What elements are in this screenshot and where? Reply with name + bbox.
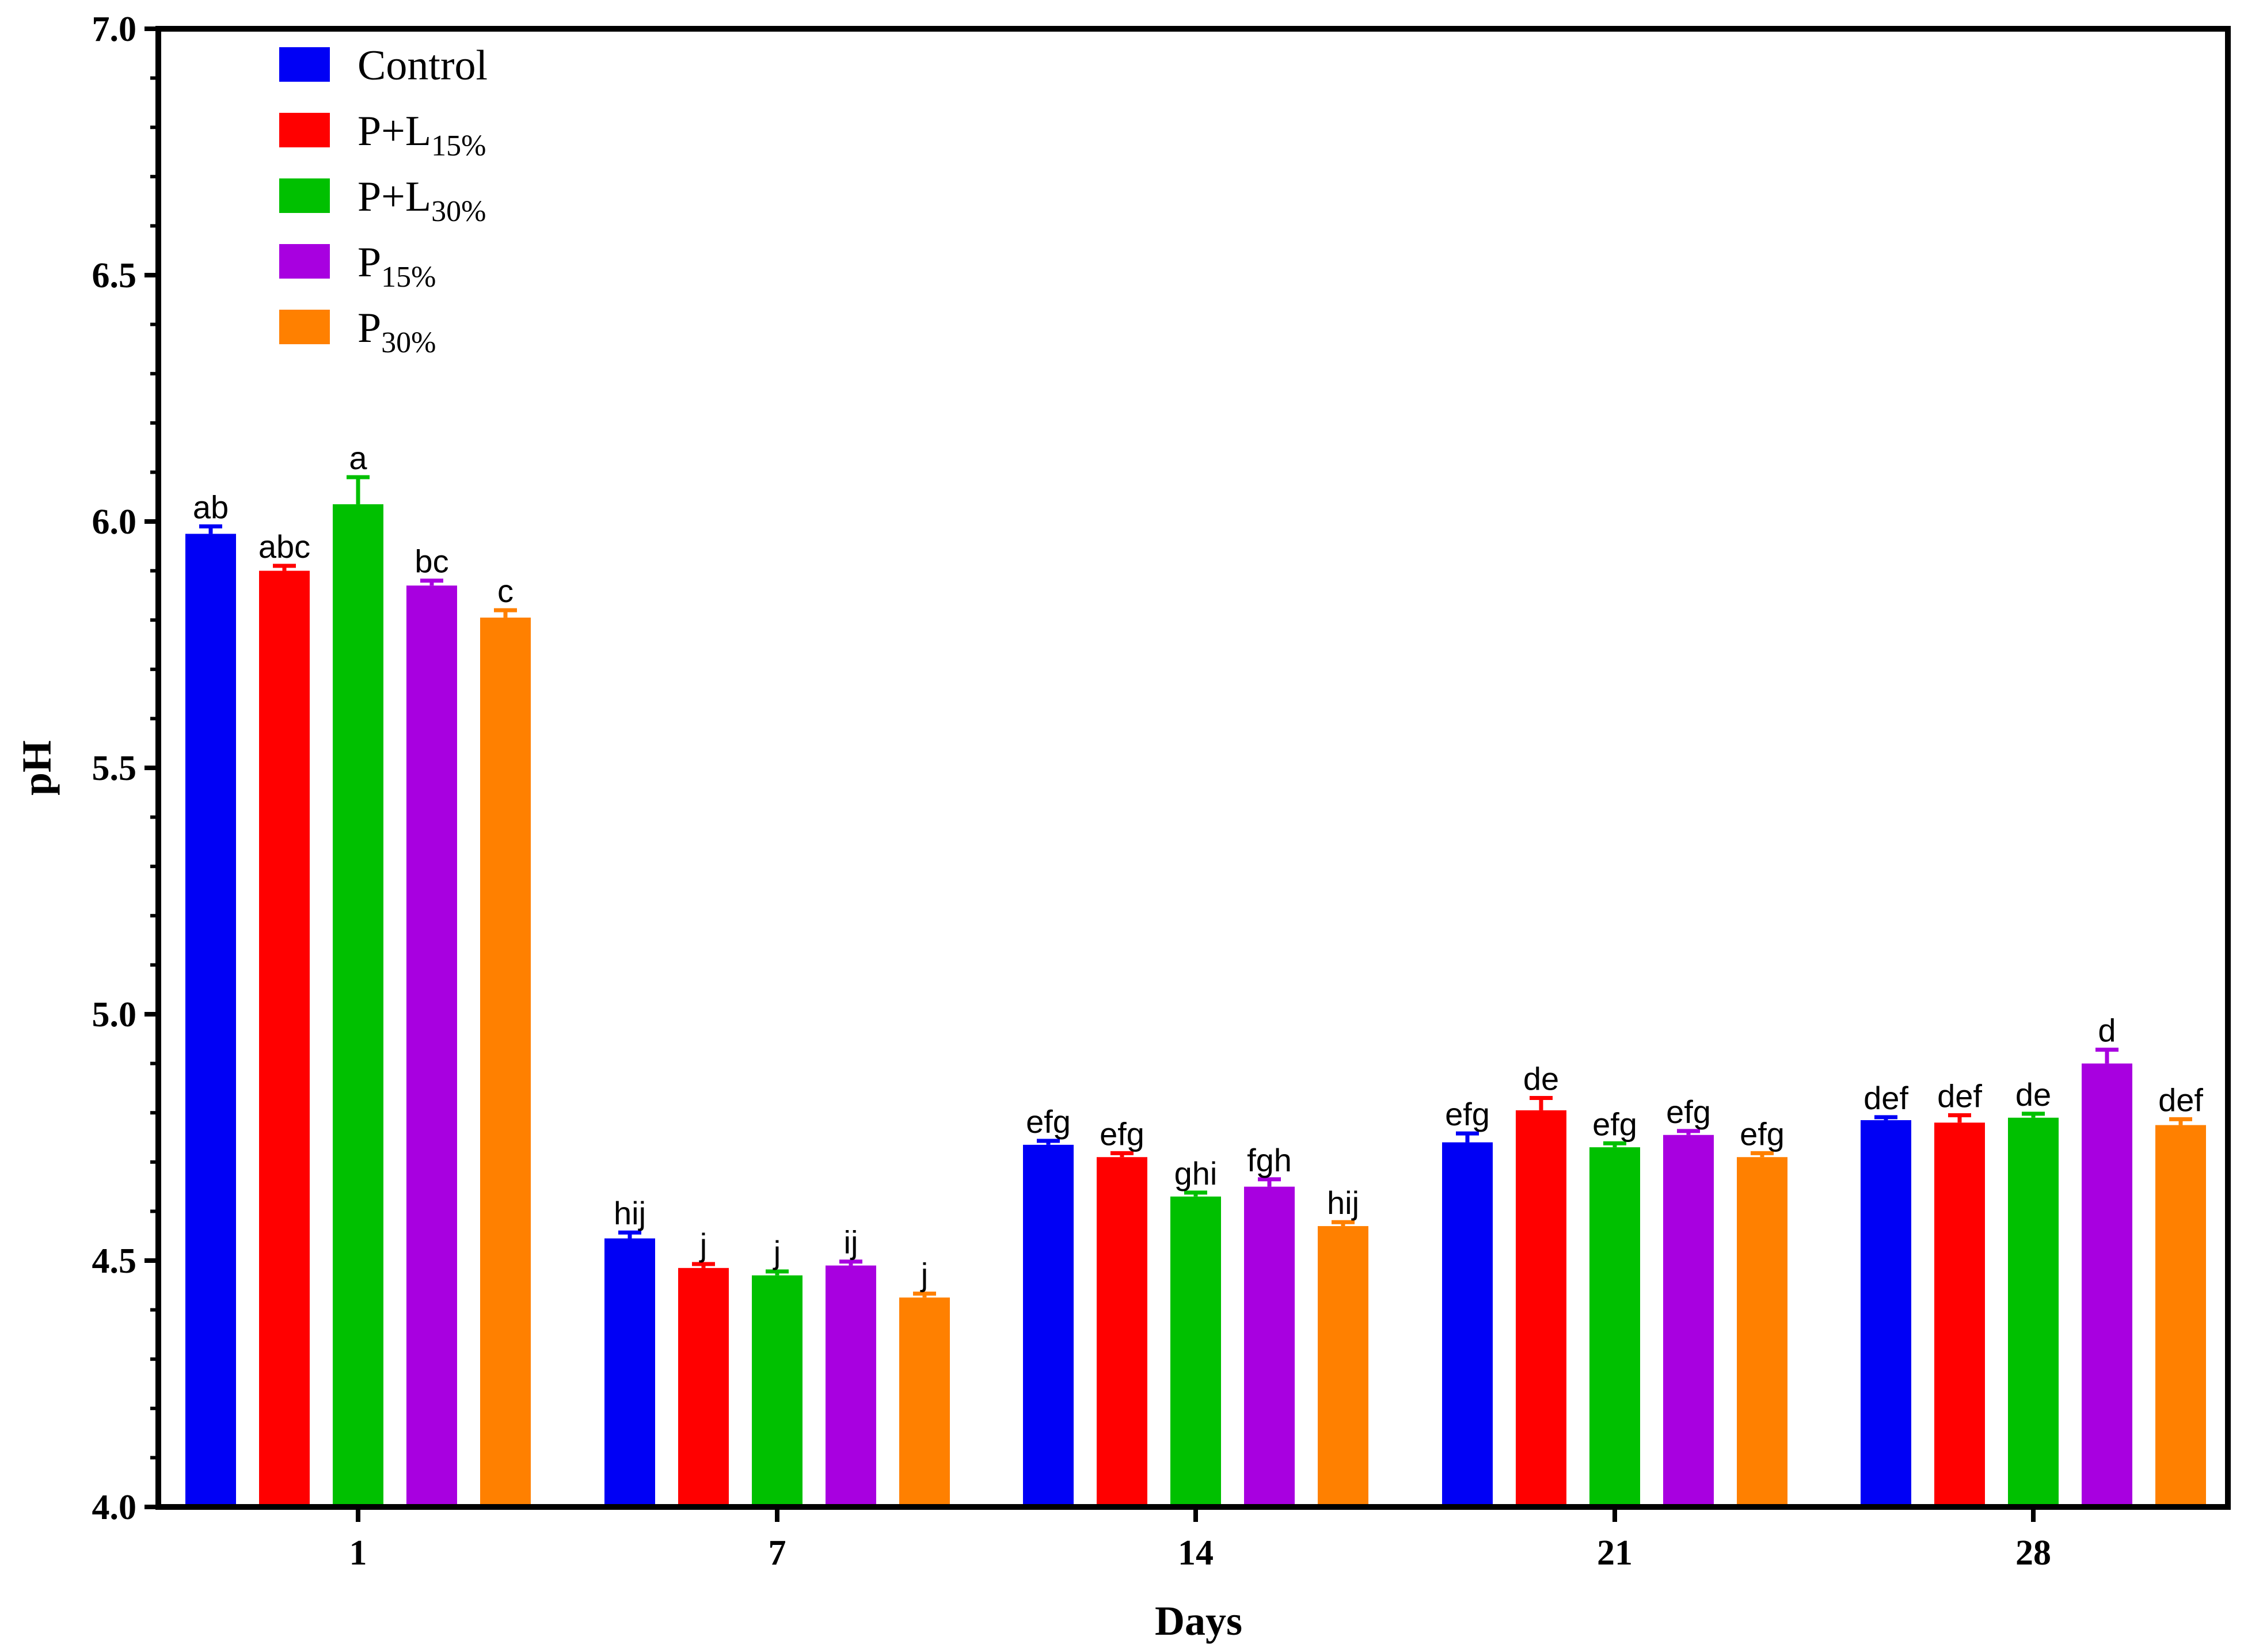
legend-swatch bbox=[279, 113, 330, 147]
legend-label-subscript: 15% bbox=[381, 261, 436, 294]
significance-label: j bbox=[920, 1256, 928, 1292]
legend-label: P15% bbox=[357, 239, 436, 294]
legend-label-main: P bbox=[357, 239, 381, 286]
bar bbox=[1244, 1186, 1295, 1507]
legend-label: P+L15% bbox=[357, 108, 486, 162]
legend-swatch bbox=[279, 178, 330, 213]
y-tick-label: 7.0 bbox=[92, 10, 137, 49]
legend-label: P30% bbox=[357, 304, 436, 359]
bars-layer bbox=[185, 504, 2206, 1507]
legend-label-main: P bbox=[357, 304, 381, 352]
legend-label-subscript: 15% bbox=[431, 130, 486, 162]
significance-label: a bbox=[349, 440, 367, 476]
legend-label-subscript: 30% bbox=[431, 195, 486, 228]
y-axis-title: pH bbox=[14, 740, 60, 795]
bar bbox=[185, 534, 236, 1507]
significance-label: efg bbox=[1445, 1096, 1490, 1132]
legend-label-main: P+L bbox=[357, 173, 431, 220]
bar bbox=[678, 1267, 729, 1507]
legend-swatch bbox=[279, 47, 330, 82]
significance-label: bc bbox=[414, 543, 448, 580]
y-tick-label: 6.0 bbox=[92, 503, 137, 542]
significance-label: def bbox=[2158, 1082, 2203, 1118]
legend-label: Control bbox=[357, 42, 488, 89]
bar bbox=[2155, 1125, 2206, 1507]
bar bbox=[333, 504, 383, 1507]
significance-label: abc bbox=[258, 528, 310, 565]
bar bbox=[1170, 1196, 1221, 1507]
y-tick-label: 6.5 bbox=[92, 256, 137, 295]
bar bbox=[259, 570, 310, 1507]
significance-label: ghi bbox=[1174, 1155, 1218, 1192]
bar bbox=[406, 585, 457, 1507]
y-tick-label: 5.0 bbox=[92, 995, 137, 1034]
significance-label: ij bbox=[844, 1224, 858, 1261]
x-tick-label: 14 bbox=[1178, 1533, 1214, 1573]
legend-item: P+L30% bbox=[279, 173, 486, 228]
legend-label-subscript: 30% bbox=[381, 326, 436, 359]
significance-label: de bbox=[2015, 1076, 2051, 1113]
significance-label: efg bbox=[1100, 1116, 1144, 1152]
x-axis-title: Days bbox=[1155, 1598, 1242, 1644]
significance-label: fgh bbox=[1247, 1142, 1292, 1178]
bar bbox=[1589, 1147, 1640, 1507]
significance-label: def bbox=[1863, 1080, 1908, 1116]
y-tick-label: 5.5 bbox=[92, 749, 137, 788]
x-tick-label: 7 bbox=[769, 1533, 786, 1573]
significance-label: d bbox=[2098, 1012, 2116, 1049]
legend-label-main: Control bbox=[357, 42, 488, 89]
bar bbox=[2008, 1117, 2059, 1507]
x-tick-label: 28 bbox=[2015, 1533, 2051, 1573]
bar bbox=[1663, 1135, 1714, 1507]
bar bbox=[1023, 1144, 1074, 1507]
significance-label: j bbox=[773, 1234, 781, 1270]
bar bbox=[604, 1238, 655, 1507]
bar bbox=[899, 1297, 950, 1507]
bar bbox=[1318, 1226, 1368, 1507]
x-axis-ticks: 1 7 14 21 28 bbox=[349, 1507, 2051, 1573]
significance-label: de bbox=[1523, 1061, 1559, 1097]
legend-swatch bbox=[279, 244, 330, 279]
significance-label: ab bbox=[193, 489, 229, 526]
y-tick-label: 4.5 bbox=[92, 1242, 137, 1281]
significance-label: efg bbox=[1740, 1116, 1785, 1152]
legend-label-main: P+L bbox=[357, 108, 431, 155]
significance-label: c bbox=[497, 573, 514, 609]
y-tick-label: 4.0 bbox=[92, 1488, 137, 1527]
error-bars-layer bbox=[199, 475, 2192, 1298]
significance-label: def bbox=[1937, 1078, 1982, 1114]
significance-label: j bbox=[699, 1227, 707, 1263]
bar bbox=[2082, 1063, 2132, 1507]
bar bbox=[1737, 1157, 1787, 1507]
significance-label: efg bbox=[1026, 1103, 1071, 1140]
bar bbox=[1934, 1122, 1985, 1507]
legend-item: P15% bbox=[279, 239, 436, 294]
bar bbox=[480, 617, 531, 1507]
legend-item: P+L15% bbox=[279, 108, 486, 162]
significance-label: hij bbox=[614, 1195, 646, 1231]
bar bbox=[752, 1275, 802, 1507]
significance-label: hij bbox=[1327, 1185, 1359, 1221]
y-axis-ticks: 4.0 4.5 5.0 5.5 6.0 6.5 7.0 bbox=[92, 10, 158, 1527]
legend-swatch bbox=[279, 310, 330, 344]
bar bbox=[1442, 1142, 1493, 1507]
significance-label: efg bbox=[1592, 1106, 1637, 1142]
x-tick-label: 21 bbox=[1597, 1533, 1633, 1573]
bar bbox=[1861, 1120, 1911, 1507]
legend-item: Control bbox=[279, 42, 488, 89]
legend-label: P+L30% bbox=[357, 173, 486, 228]
bar bbox=[826, 1265, 876, 1507]
x-tick-label: 1 bbox=[349, 1533, 367, 1573]
bar bbox=[1097, 1157, 1147, 1507]
legend-item: P30% bbox=[279, 304, 436, 359]
bar bbox=[1516, 1110, 1566, 1507]
significance-label: efg bbox=[1666, 1094, 1711, 1130]
